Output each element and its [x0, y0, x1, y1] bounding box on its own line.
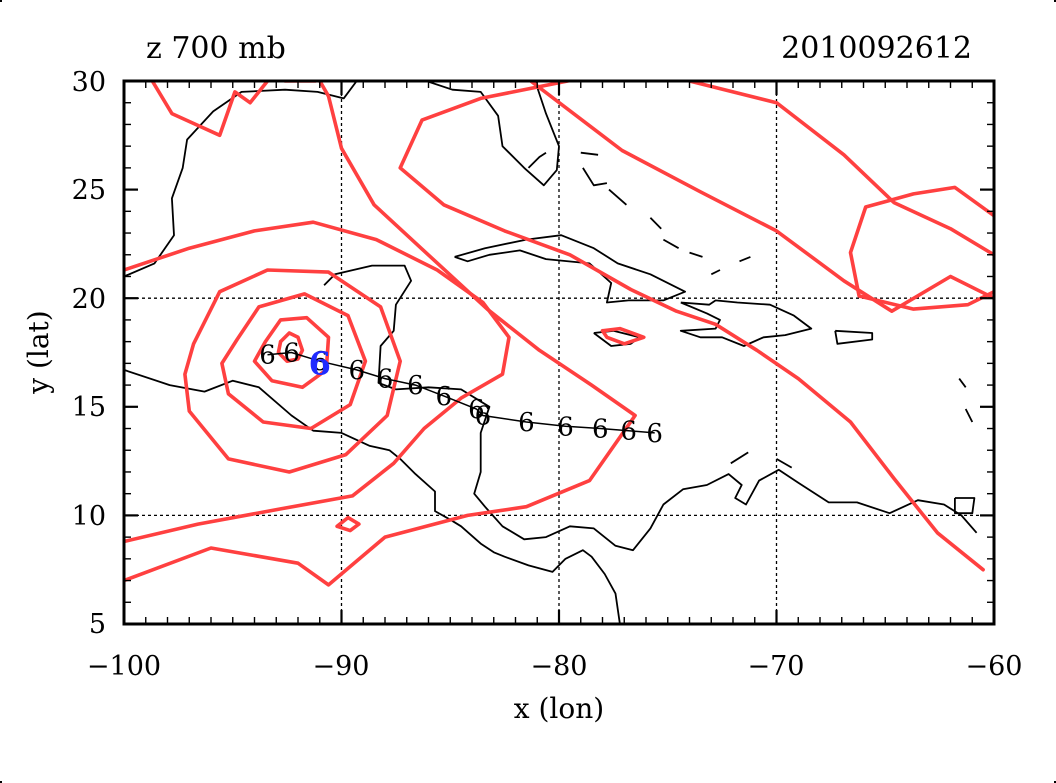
storm-symbol: 6	[407, 371, 424, 401]
storm-symbol: 6	[518, 408, 535, 438]
storm-symbol: 6	[620, 417, 637, 447]
y-tick-label: 15	[72, 392, 106, 423]
storm-symbol: 6	[557, 412, 574, 442]
coastline	[124, 369, 621, 624]
y-tick-label: 25	[72, 175, 106, 206]
storm-symbol: 6	[348, 356, 365, 386]
storm-symbol: 6	[468, 395, 485, 425]
storm-symbol: 6	[311, 347, 328, 377]
height-contour	[848, 185, 994, 311]
height-contour	[335, 515, 361, 533]
coastline	[776, 458, 793, 469]
coastline	[710, 269, 721, 276]
coastline	[393, 81, 560, 187]
coastline	[662, 238, 680, 249]
coastline	[527, 151, 547, 169]
x-tick-label: −100	[87, 651, 161, 682]
storm-symbol: 6	[475, 401, 492, 431]
storm-symbol: 6	[435, 382, 452, 412]
height-contour	[600, 326, 646, 346]
coastline	[582, 167, 608, 187]
chart-title: z 700 mb	[146, 31, 286, 66]
storm-symbol: 6	[646, 419, 663, 449]
chart-timestamp: 2010092612	[781, 31, 972, 66]
coastline	[954, 497, 976, 515]
coastline	[964, 408, 974, 423]
plot-content: 6 6 6 6 6 6 6 66 6 6 6 6 66	[124, 81, 994, 624]
x-tick-label: −90	[313, 651, 370, 682]
coastline	[739, 256, 751, 263]
coastline	[689, 251, 703, 258]
x-tick-label: −60	[966, 651, 1023, 682]
x-tick-label: −70	[748, 651, 805, 682]
coastline	[323, 264, 978, 552]
height-contour	[220, 292, 368, 431]
height-contour	[528, 81, 994, 314]
height-contour	[252, 315, 331, 390]
y-tick-label: 30	[72, 67, 106, 98]
y-axis-label: y (lat)	[22, 310, 55, 394]
track-line	[267, 351, 655, 434]
height-contour	[124, 81, 637, 587]
height-contours	[124, 81, 994, 587]
storm-symbol: 6	[377, 365, 394, 395]
storm-symbol: 6	[283, 339, 300, 369]
height-contour	[398, 81, 985, 572]
coastline	[958, 378, 967, 388]
tick-marks	[122, 79, 996, 626]
storm-symbol: 6	[259, 341, 276, 371]
height-contour	[150, 81, 270, 138]
gridlines	[124, 81, 994, 624]
coastline	[454, 234, 686, 304]
current-storm-position: 6	[309, 344, 331, 382]
coastline	[649, 217, 662, 230]
x-tick-label: −80	[531, 651, 588, 682]
height-contour	[183, 268, 403, 474]
coastline	[730, 451, 749, 465]
height-contour	[687, 81, 994, 257]
coastline	[608, 188, 627, 206]
x-axis-label: x (lon)	[514, 692, 604, 725]
storm-track: 6 6 6 6 6 6 6 66 6 6 6 6 66	[259, 339, 663, 449]
y-tick-label: 20	[72, 284, 106, 315]
coastline	[580, 151, 599, 156]
height-contour	[124, 220, 511, 544]
coastline	[834, 329, 874, 345]
y-tick-label: 5	[89, 609, 106, 640]
y-tick-label: 10	[72, 501, 106, 532]
storm-symbol: 6	[592, 415, 609, 445]
